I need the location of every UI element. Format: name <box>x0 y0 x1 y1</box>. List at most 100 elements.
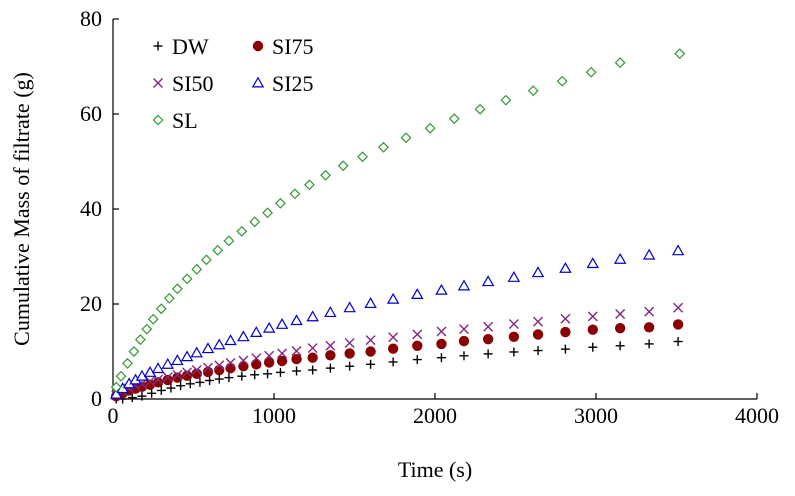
data-point-sl <box>128 346 140 357</box>
data-point-sl <box>163 292 175 304</box>
data-point-dw <box>533 346 543 356</box>
legend-marker <box>152 114 164 126</box>
data-point-sl <box>527 85 539 97</box>
legend-label: DW <box>172 34 209 59</box>
legend-item-sl: SL <box>152 108 198 133</box>
data-point-si50 <box>238 355 249 366</box>
data-point-sl <box>289 188 301 200</box>
data-point-sl <box>303 179 315 191</box>
data-point-si25 <box>190 346 203 358</box>
data-point-dw <box>176 381 186 391</box>
x-tick-label: 0 <box>108 403 119 428</box>
data-point-dw <box>436 353 446 363</box>
data-point-sl <box>134 334 146 346</box>
data-point-dw <box>345 361 355 371</box>
data-point-si25 <box>109 387 123 399</box>
data-point-dw <box>224 373 234 383</box>
data-point-si25 <box>435 283 448 295</box>
data-point-sl <box>378 141 389 153</box>
legend-label: SI25 <box>272 71 314 96</box>
data-point-sl <box>614 57 626 69</box>
data-point-si75 <box>532 329 544 340</box>
y-tick-label: 20 <box>80 291 102 316</box>
data-point-sl <box>147 313 159 325</box>
data-point-sl <box>320 169 331 181</box>
legend-item-si50: SI50 <box>153 71 214 96</box>
data-point-sl <box>674 48 686 60</box>
data-point-si50 <box>172 369 183 380</box>
data-point-sl <box>274 197 286 209</box>
data-point-si50 <box>251 353 262 364</box>
data-point-si50 <box>291 346 302 357</box>
data-point-si75 <box>152 377 164 388</box>
data-point-si25 <box>559 261 572 273</box>
y-tick-label: 60 <box>80 101 102 126</box>
legend-marker <box>153 78 163 88</box>
data-point-dw <box>263 369 273 379</box>
x-tick-label: 4000 <box>735 403 779 428</box>
data-point-si50 <box>182 367 193 378</box>
data-point-si50 <box>560 313 571 324</box>
data-point-sl <box>200 254 212 266</box>
data-point-sl <box>424 122 436 134</box>
data-point-dw <box>483 349 493 359</box>
data-point-si75 <box>412 340 423 352</box>
data-point-dw <box>459 351 469 361</box>
data-point-si25 <box>306 310 319 322</box>
data-point-sl <box>448 113 460 125</box>
data-point-si50 <box>202 362 213 373</box>
data-point-si75 <box>181 370 193 381</box>
data-point-si50 <box>615 308 626 319</box>
data-point-dw <box>292 366 302 376</box>
data-point-si75 <box>643 322 655 333</box>
data-point-si75 <box>238 361 249 372</box>
data-point-si50 <box>673 302 684 313</box>
y-axis-title: Cumulative Mass of filtrate (g) <box>9 72 34 346</box>
data-point-sl <box>236 225 248 237</box>
data-point-si75 <box>458 335 470 347</box>
legend-label: SI75 <box>272 34 314 59</box>
data-point-si50 <box>191 365 202 376</box>
data-point-si75 <box>672 319 684 330</box>
data-point-dw <box>560 344 570 354</box>
series-si25 <box>109 244 685 399</box>
data-point-si75 <box>325 350 336 361</box>
data-point-sl <box>212 244 224 256</box>
data-point-si25 <box>180 350 194 362</box>
legend-marker <box>153 41 163 51</box>
data-point-dw <box>509 347 519 357</box>
data-point-dw <box>275 367 285 377</box>
data-point-si50 <box>587 311 598 322</box>
data-point-si25 <box>224 334 237 346</box>
data-point-sl <box>223 235 235 247</box>
data-point-sl <box>262 207 274 219</box>
data-point-sl <box>171 283 183 295</box>
data-point-si50 <box>145 376 156 387</box>
data-point-sl <box>585 66 597 78</box>
data-point-sl <box>181 273 193 285</box>
data-point-si50 <box>644 306 655 317</box>
y-tick-label: 0 <box>91 386 102 411</box>
data-point-si75 <box>172 372 183 383</box>
data-point-si50 <box>307 343 318 354</box>
data-point-sl <box>191 263 203 275</box>
data-point-sl <box>249 216 261 228</box>
data-point-si75 <box>214 364 225 376</box>
data-point-sl <box>110 381 122 393</box>
data-point-si50 <box>344 337 355 348</box>
data-point-dw <box>214 374 224 384</box>
data-point-si25 <box>290 314 303 326</box>
y-tick-label: 40 <box>80 196 102 221</box>
data-point-si25 <box>151 362 165 374</box>
data-point-sl <box>122 357 133 369</box>
data-point-dw <box>185 379 195 389</box>
legend-label: SL <box>172 108 198 133</box>
data-point-dw <box>588 342 598 352</box>
data-point-sl <box>357 151 368 163</box>
legend-item-dw: DW <box>153 34 209 59</box>
series-layer <box>109 48 686 404</box>
data-point-dw <box>673 337 683 347</box>
data-point-dw <box>205 375 215 385</box>
data-point-si25 <box>642 248 656 260</box>
